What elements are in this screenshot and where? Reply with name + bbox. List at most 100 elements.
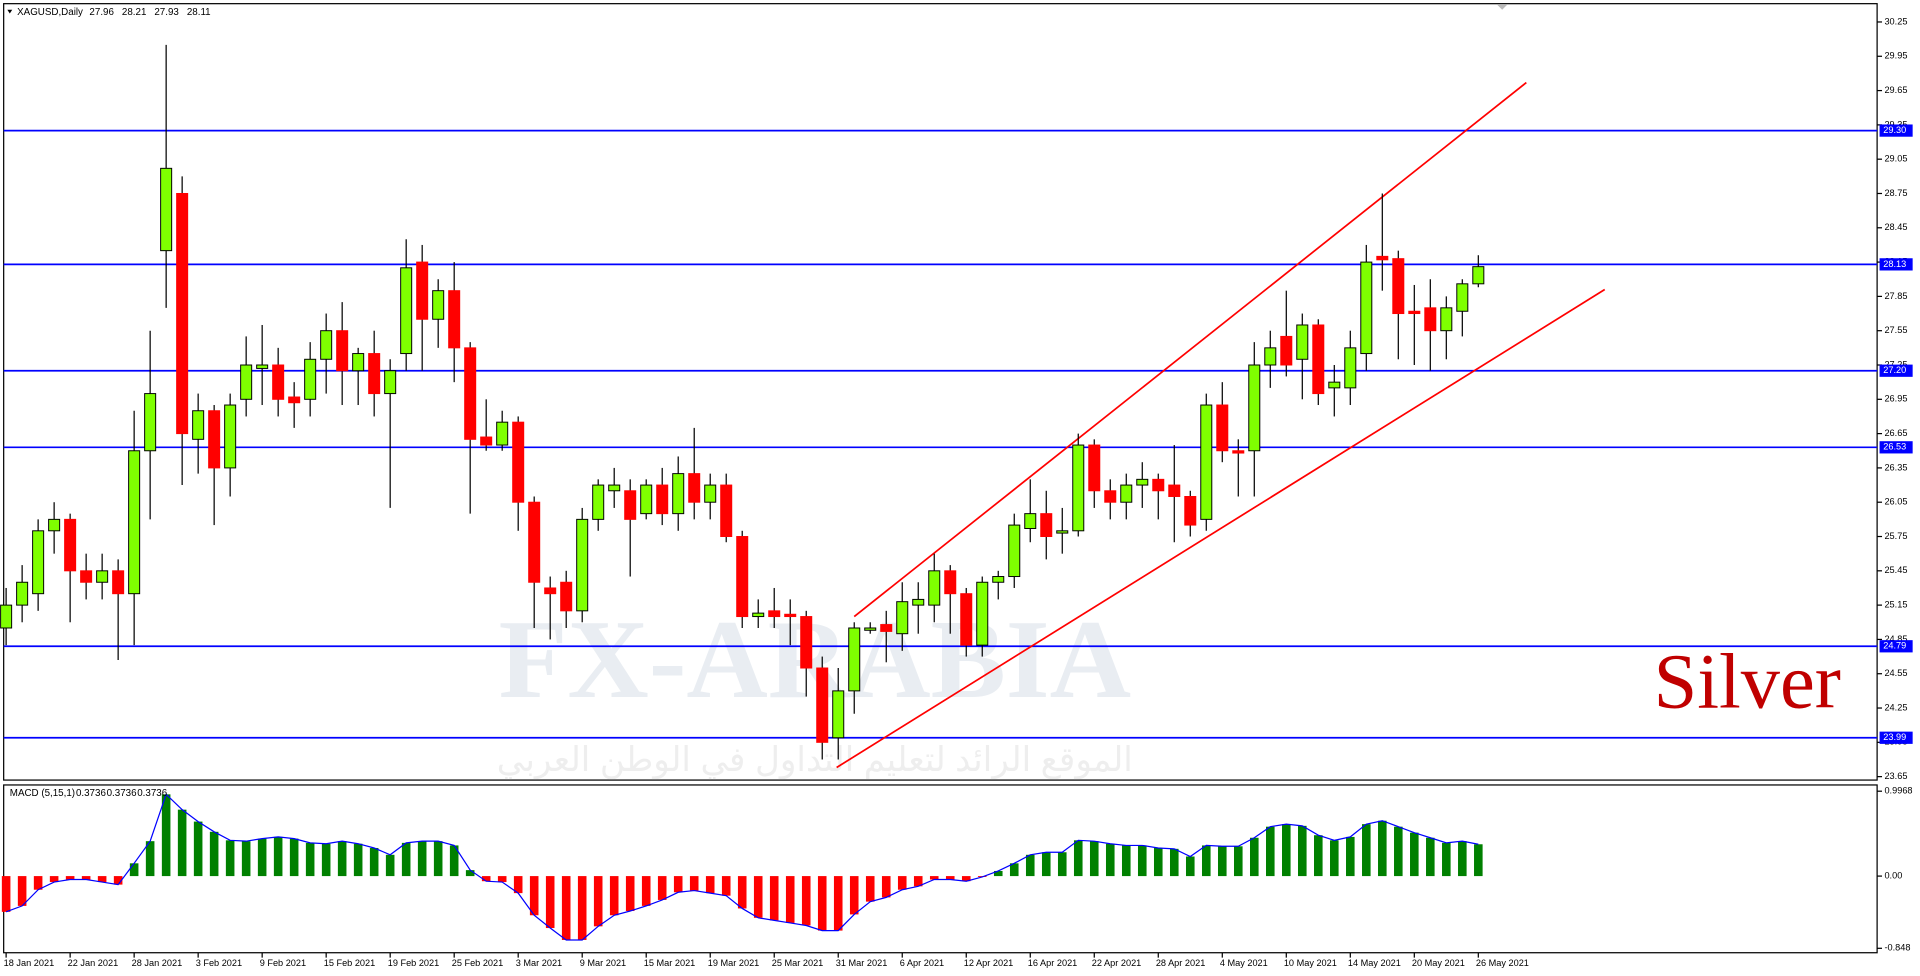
candle-body bbox=[720, 484, 733, 538]
y-tick-label: 30.25 bbox=[1884, 16, 1907, 26]
macd-bar bbox=[497, 876, 507, 883]
macd-bar bbox=[1282, 824, 1291, 877]
y-tick-label: 25.15 bbox=[1884, 600, 1907, 610]
macd-bar bbox=[913, 876, 923, 887]
candle-body bbox=[1392, 258, 1405, 315]
macd-bar bbox=[81, 876, 91, 880]
candle-body bbox=[48, 518, 61, 532]
y-tick-label: 23.65 bbox=[1884, 771, 1907, 781]
y-tick-label: 26.35 bbox=[1884, 462, 1907, 472]
level-label: 24.79 bbox=[1883, 641, 1906, 651]
macd-panel bbox=[3, 784, 1878, 954]
macd-bar bbox=[433, 841, 443, 877]
candle-body bbox=[64, 518, 77, 572]
macd-bar bbox=[1249, 837, 1259, 877]
macd-bar bbox=[385, 854, 395, 877]
candle-body bbox=[768, 610, 781, 618]
candle-body bbox=[352, 353, 365, 372]
macd-bar bbox=[897, 876, 907, 890]
macd-bar bbox=[673, 876, 683, 893]
macd-bar bbox=[1233, 846, 1243, 877]
candle-body bbox=[432, 290, 445, 320]
candle-body bbox=[128, 450, 141, 595]
candle-body bbox=[1248, 364, 1261, 452]
macd-bar bbox=[833, 876, 843, 931]
macd-bar bbox=[1009, 863, 1019, 877]
indicator-title: MACD (5,15,1) bbox=[10, 788, 75, 799]
candle-body bbox=[96, 570, 109, 583]
candle-body bbox=[416, 261, 429, 320]
y-tick-label: -0.848 bbox=[1884, 943, 1910, 953]
macd-bar bbox=[1153, 847, 1163, 877]
macd-bar bbox=[705, 876, 715, 894]
y-tick-label: 0.00 bbox=[1884, 871, 1902, 881]
macd-bar bbox=[337, 841, 347, 877]
macd-bar bbox=[817, 876, 827, 931]
macd-bar bbox=[193, 821, 203, 877]
x-tick-label: 16 Apr 2021 bbox=[1028, 958, 1077, 968]
level-label-box bbox=[1879, 258, 1913, 271]
macd-bar bbox=[465, 870, 475, 877]
candle-body bbox=[448, 290, 461, 349]
level-label-box bbox=[1879, 124, 1913, 137]
candle-body bbox=[880, 624, 893, 632]
y-tick-label: 28.75 bbox=[1884, 188, 1907, 198]
candle-body bbox=[1360, 261, 1373, 355]
candle-body bbox=[1056, 530, 1069, 534]
header-value: 27.93 bbox=[154, 7, 179, 18]
candle-body bbox=[896, 601, 909, 635]
macd-bar bbox=[945, 876, 955, 880]
macd-bar bbox=[1185, 856, 1195, 877]
candle-body bbox=[912, 598, 925, 606]
macd-bar bbox=[545, 876, 555, 929]
level-label: 28.13 bbox=[1883, 259, 1906, 269]
macd-bar bbox=[849, 876, 859, 915]
macd-bar bbox=[625, 876, 635, 912]
macd-bar bbox=[113, 876, 123, 885]
candle-body bbox=[1312, 324, 1325, 395]
indicator-value: 0.3736 bbox=[107, 788, 137, 799]
macd-bar bbox=[353, 843, 363, 877]
x-tick-label: 6 Apr 2021 bbox=[900, 958, 944, 968]
macd-bar bbox=[257, 838, 267, 877]
candle-body bbox=[80, 570, 93, 583]
candle-body bbox=[784, 613, 797, 618]
macd-bar bbox=[65, 876, 75, 880]
macd-bar bbox=[161, 794, 171, 877]
macd-bar bbox=[1201, 845, 1211, 877]
y-tick-label: 25.75 bbox=[1884, 531, 1907, 541]
candle-body bbox=[976, 581, 989, 646]
x-tick-label: 28 Jan 2021 bbox=[132, 958, 183, 968]
macd-bar bbox=[17, 876, 27, 906]
y-tick-label: 24.55 bbox=[1884, 668, 1907, 678]
level-label: 23.99 bbox=[1883, 732, 1906, 742]
macd-bar bbox=[129, 863, 139, 877]
macd-bar bbox=[401, 842, 411, 877]
candle-body bbox=[1120, 484, 1133, 503]
macd-bar bbox=[225, 840, 235, 877]
x-tick-label: 12 Apr 2021 bbox=[964, 958, 1013, 968]
candle-body bbox=[704, 484, 717, 503]
macd-bar bbox=[577, 876, 587, 940]
macd-bar bbox=[481, 876, 491, 882]
macd-bar bbox=[753, 876, 763, 918]
indicator-value: 0.3736 bbox=[76, 788, 106, 799]
symbol-title: XAGUSD,Daily bbox=[17, 7, 83, 18]
indicator-value: 0.3736 bbox=[137, 788, 167, 799]
macd-bar bbox=[1426, 837, 1435, 877]
x-tick-label: 28 Apr 2021 bbox=[1156, 958, 1205, 968]
menu-triangle[interactable] bbox=[7, 9, 13, 14]
candle-body bbox=[1264, 347, 1277, 366]
candle-body bbox=[864, 627, 877, 631]
macd-bar bbox=[177, 809, 187, 877]
candle-body bbox=[928, 570, 941, 606]
macd-bar bbox=[1362, 824, 1371, 877]
scroll-marker bbox=[1497, 4, 1508, 10]
y-tick-label: 0.9968 bbox=[1884, 786, 1912, 796]
macd-bar bbox=[369, 847, 379, 877]
candle-body bbox=[1424, 307, 1437, 332]
y-tick-label: 26.65 bbox=[1884, 428, 1907, 438]
candle-body bbox=[560, 581, 573, 612]
candle-body bbox=[1328, 381, 1341, 389]
